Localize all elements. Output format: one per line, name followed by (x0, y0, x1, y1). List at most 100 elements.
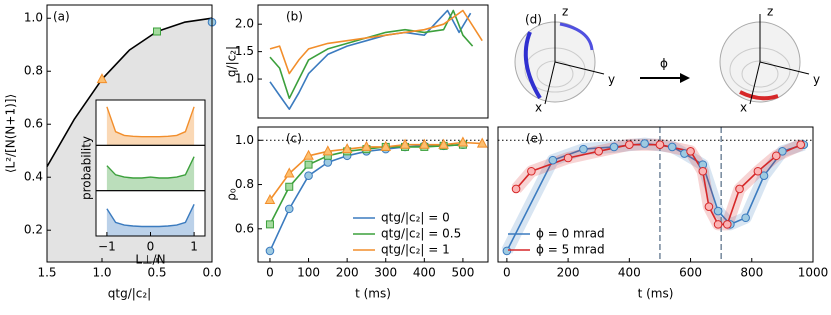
histogram-area (106, 204, 195, 236)
state-arc (523, 31, 542, 100)
line (506, 142, 805, 252)
marker (303, 149, 314, 160)
x-tick-label: −1 (98, 240, 116, 254)
x-tick-label: 1 (190, 240, 198, 254)
marker (778, 147, 787, 156)
panel: 1.0 1.5 2.0 (b) q/|c₂| (225, 4, 489, 119)
x-tick-label: 500 (451, 266, 474, 280)
marker (722, 220, 732, 229)
marker (579, 144, 588, 154)
marker (476, 137, 488, 148)
x-tick-label: 0 (147, 240, 155, 254)
marker (713, 220, 723, 229)
marker (304, 171, 313, 180)
line (269, 9, 472, 110)
x-tick-label: 1.5 (37, 266, 56, 280)
histogram-area (106, 156, 195, 191)
y-tick-label: 0.8 (24, 64, 43, 78)
axis-label: y (608, 73, 615, 87)
marker (594, 147, 604, 156)
x-axis-label: qtg/|c₂| (108, 287, 151, 301)
x-tick-label: 0.5 (147, 266, 166, 280)
y-axis-label: ⟨L²/[N(N+1)]⟩ (4, 94, 18, 173)
x-tick-label: 300 (374, 266, 397, 280)
panel-label: (e) (526, 132, 543, 146)
line (46, 17, 213, 167)
legend-label: qtg/|c₂| = 1 (381, 243, 450, 257)
y-tick-label: 2.0 (235, 17, 254, 31)
marker (753, 166, 763, 176)
marker (153, 27, 161, 36)
x-tick-label: 400 (413, 266, 436, 280)
marker (667, 142, 677, 152)
legend-label: ϕ = 0 mrad (536, 227, 605, 241)
panel-label: (a) (53, 10, 70, 24)
y-tick-label: 0.6 (235, 221, 254, 235)
state-arc (739, 90, 779, 101)
x-axis-label: t (ms) (638, 287, 674, 301)
y-tick-label: 1.5 (235, 44, 254, 58)
marker (96, 73, 108, 84)
x-tick-label: 800 (740, 266, 763, 280)
marker (399, 138, 411, 149)
x-tick-label: 1000 (798, 266, 829, 280)
frame (46, 4, 213, 263)
marker (304, 160, 313, 169)
axis-label: x (740, 101, 747, 115)
axis (554, 61, 605, 75)
marker (563, 153, 573, 163)
arrow-head (680, 73, 690, 83)
y-tick-label: 1.0 (24, 11, 43, 25)
marker (341, 143, 353, 154)
marker (511, 184, 521, 194)
marker (502, 246, 512, 256)
panel-label: (c) (286, 132, 302, 146)
marker (713, 206, 723, 216)
x-tick-label: 0 (503, 266, 511, 280)
y-axis-label: ρ₀ (225, 188, 239, 201)
frame (257, 4, 489, 119)
x-tick-label: 200 (336, 266, 359, 280)
legend-label: qtg/|c₂| = 0.5 (381, 227, 461, 241)
y-tick-label: 1.0 (235, 133, 254, 147)
panel: 0 100 200 300 400 500 0.6 0.8 1.0 qtg/|c₂| = 0 qtg… (225, 126, 489, 301)
axis (759, 61, 810, 75)
marker (548, 155, 558, 165)
marker (285, 182, 294, 191)
x-axis-label: t (ms) (355, 287, 391, 301)
marker (741, 213, 750, 223)
x-tick-label: 0 (266, 266, 274, 280)
panel: −1 0 1 L⊥/N probability (80, 99, 206, 267)
y-tick-label: 0.8 (235, 177, 254, 191)
marker (265, 246, 275, 256)
panel: 0 200 400 600 800 1000 ϕ = 0 mrad ϕ = 5 mrad (e)… (497, 126, 829, 301)
marker (704, 202, 714, 211)
marker (284, 204, 294, 214)
marker (655, 140, 665, 150)
marker (457, 136, 469, 147)
arrow-label: ϕ (660, 57, 668, 71)
axis-label: x (535, 101, 542, 115)
panel-label: (d) (525, 13, 542, 27)
inset-bg (96, 100, 205, 236)
panel-label: (b) (286, 10, 303, 24)
marker (698, 166, 708, 176)
y-tick-label: 0.6 (24, 117, 43, 131)
legend-label: qtg/|c₂| = 0 (381, 211, 450, 225)
y-tick-label: 1.0 (235, 72, 254, 86)
marker (322, 145, 334, 156)
marker (438, 138, 449, 149)
marker (527, 166, 536, 176)
x-tick-label: 400 (618, 266, 641, 280)
marker (735, 184, 744, 194)
x-tick-label: 1.0 (92, 266, 111, 280)
marker (796, 140, 806, 150)
axis (749, 61, 761, 105)
y-axis-label: probability (80, 136, 94, 200)
marker (609, 142, 619, 152)
y-axis-label: q/|c₂| (225, 46, 239, 77)
y-tick-label: 0.2 (24, 223, 43, 237)
axis-label: z (562, 5, 568, 19)
marker (380, 140, 392, 151)
